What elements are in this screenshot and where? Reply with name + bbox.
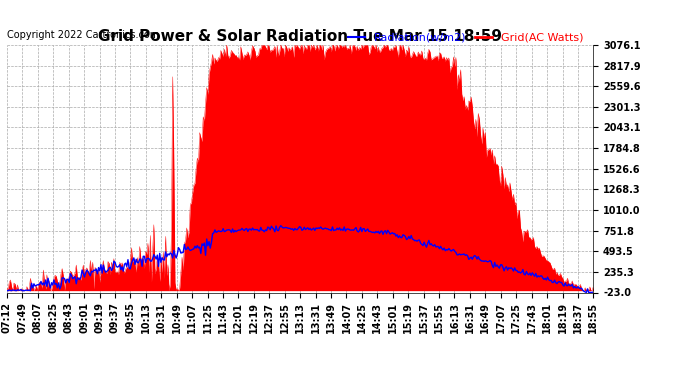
Title: Grid Power & Solar Radiation Tue Mar 15 18:59: Grid Power & Solar Radiation Tue Mar 15 …	[98, 29, 502, 44]
Text: Copyright 2022 Cartronics.com: Copyright 2022 Cartronics.com	[7, 30, 159, 40]
Legend: Radiation(w/m2), Grid(AC Watts): Radiation(w/m2), Grid(AC Watts)	[344, 28, 588, 47]
